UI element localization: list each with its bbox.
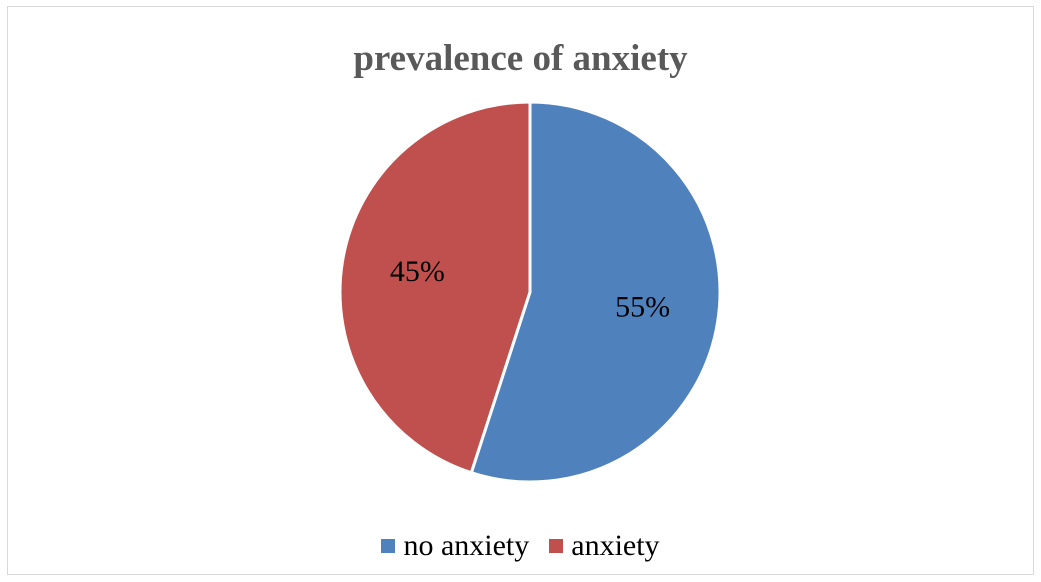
chart-legend: no anxiety anxiety — [8, 529, 1033, 563]
legend-label-anxiety: anxiety — [571, 529, 660, 562]
legend-swatch-anxiety — [549, 539, 564, 553]
data-label-anxiety: 45% — [390, 255, 445, 288]
legend-item-no-anxiety: no anxiety — [381, 529, 529, 563]
data-label-no-anxiety: 55% — [615, 291, 670, 324]
legend-swatch-no-anxiety — [381, 539, 396, 553]
chart-title: prevalence of anxiety — [353, 38, 688, 79]
slice-anxiety — [338, 100, 532, 475]
legend-label-no-anxiety: no anxiety — [403, 529, 530, 562]
legend-item-anxiety: anxiety — [549, 529, 660, 563]
slice-no-anxiety — [469, 100, 722, 484]
